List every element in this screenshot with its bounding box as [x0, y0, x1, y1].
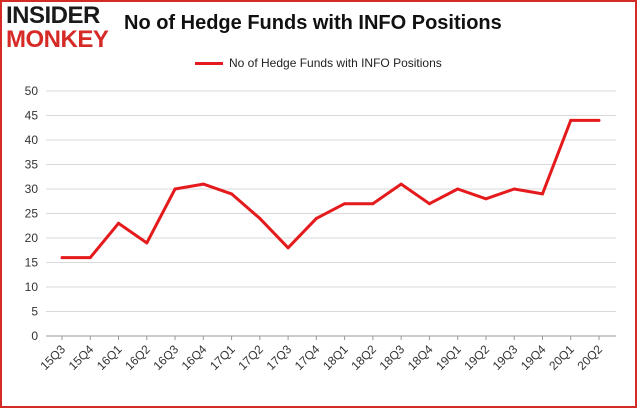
y-axis: 0 5 10 15 20 25 30 35 40 45 50: [25, 84, 39, 343]
y-tick-label: 40: [25, 133, 39, 147]
x-tick-label: 16Q2: [122, 342, 153, 373]
data-point: [60, 256, 64, 260]
series-layer: [60, 118, 601, 260]
data-point: [286, 246, 290, 250]
chart-title: No of Hedge Funds with INFO Positions: [124, 12, 502, 34]
data-point: [145, 241, 149, 245]
x-tick-label: 20Q2: [574, 342, 605, 373]
x-tick-label: 19Q2: [461, 342, 492, 373]
data-point: [597, 118, 601, 122]
y-tick-label: 20: [25, 231, 39, 245]
x-tick-label: 18Q3: [377, 342, 408, 373]
data-point: [343, 202, 347, 206]
x-axis: 15Q315Q416Q116Q216Q316Q417Q117Q217Q317Q4…: [37, 336, 605, 373]
x-tick-label: 17Q3: [264, 342, 295, 373]
y-tick-label: 30: [25, 182, 39, 196]
data-point: [456, 187, 460, 191]
insider-monkey-logo: INSIDER MONKEY: [6, 2, 118, 53]
x-tick-label: 15Q4: [66, 342, 97, 373]
x-tick-label: 15Q3: [37, 342, 68, 373]
data-point: [117, 221, 121, 225]
x-tick-label: 18Q4: [405, 342, 436, 373]
grid-lines: [46, 90, 616, 337]
data-point: [484, 197, 488, 201]
x-tick-label: 19Q3: [490, 342, 521, 373]
data-point: [399, 182, 403, 186]
y-tick-label: 50: [25, 84, 39, 98]
x-tick-label: 20Q1: [546, 342, 577, 373]
x-tick-label: 16Q1: [94, 342, 125, 373]
data-point: [258, 216, 262, 220]
data-point: [569, 118, 573, 122]
x-tick-label: 16Q4: [179, 342, 210, 373]
x-tick-label: 19Q1: [433, 342, 464, 373]
x-tick-label: 16Q3: [151, 342, 182, 373]
chart-legend: No of Hedge Funds with INFO Positions: [195, 56, 442, 70]
x-tick-label: 18Q2: [348, 342, 379, 373]
data-point: [230, 192, 234, 196]
data-point: [173, 187, 177, 191]
y-tick-label: 35: [25, 158, 39, 172]
x-tick-label: 19Q4: [518, 342, 549, 373]
logo-line-1: INSIDER: [6, 2, 100, 29]
x-tick-label: 17Q1: [207, 342, 238, 373]
data-point: [371, 202, 375, 206]
legend-label: No of Hedge Funds with INFO Positions: [229, 56, 442, 70]
data-point: [201, 182, 205, 186]
data-point: [88, 256, 92, 260]
x-tick-label: 17Q2: [235, 342, 266, 373]
legend-swatch: [195, 61, 223, 65]
y-tick-label: 10: [25, 280, 39, 294]
data-point: [314, 216, 318, 220]
data-point: [540, 192, 544, 196]
y-tick-label: 5: [31, 305, 38, 319]
x-tick-label: 18Q1: [320, 342, 351, 373]
logo-line-2: MONKEY: [6, 26, 109, 53]
y-tick-label: 25: [25, 207, 39, 221]
y-tick-label: 0: [31, 329, 38, 343]
x-tick-label: 17Q4: [292, 342, 323, 373]
y-tick-label: 15: [25, 256, 39, 270]
data-point: [427, 202, 431, 206]
data-point: [512, 187, 516, 191]
series-line: [62, 118, 599, 260]
y-tick-label: 45: [25, 109, 39, 123]
